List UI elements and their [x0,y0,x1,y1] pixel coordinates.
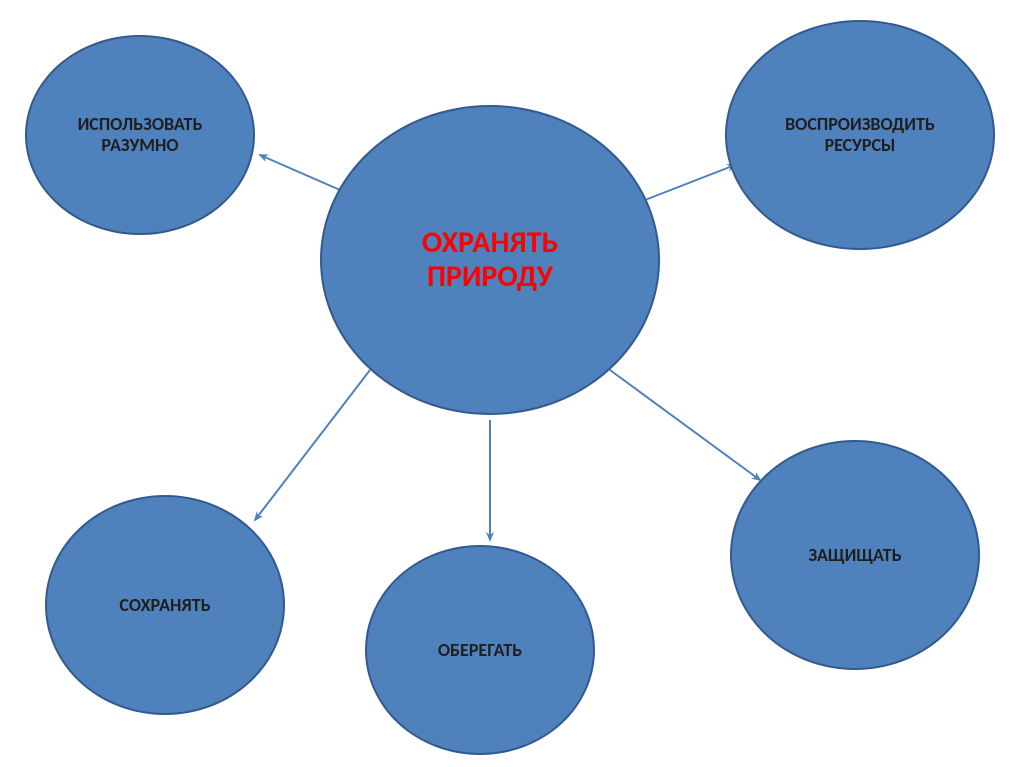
diagram-canvas: ОХРАНЯТЬ ПРИРОДУ ИСПОЛЬЗОВАТЬ РАЗУМНО ВО… [0,0,1024,767]
node-shelter: ОБЕРЕГАТЬ [365,545,595,755]
edge-protect [610,370,760,480]
node-use-wisely-label: ИСПОЛЬЗОВАТЬ РАЗУМНО [78,114,203,155]
center-node-label: ОХРАНЯТЬ ПРИРОДУ [422,226,558,295]
node-protect-label: ЗАЩИЩАТЬ [808,545,901,566]
node-reproduce-resources: ВОСПРОИЗВОДИТЬ РЕСУРСЫ [725,20,995,250]
node-preserve: СОХРАНЯТЬ [45,495,285,715]
node-use-wisely: ИСПОЛЬЗОВАТЬ РАЗУМНО [25,35,255,235]
node-reproduce-resources-label: ВОСПРОИЗВОДИТЬ РЕСУРСЫ [785,114,935,155]
node-preserve-label: СОХРАНЯТЬ [119,595,210,616]
edge-reproduce-resources [645,165,735,200]
node-shelter-label: ОБЕРЕГАТЬ [438,640,522,661]
edge-preserve [255,370,370,520]
center-node: ОХРАНЯТЬ ПРИРОДУ [320,105,660,415]
node-protect: ЗАЩИЩАТЬ [730,440,980,670]
edge-use-wisely [260,155,340,190]
